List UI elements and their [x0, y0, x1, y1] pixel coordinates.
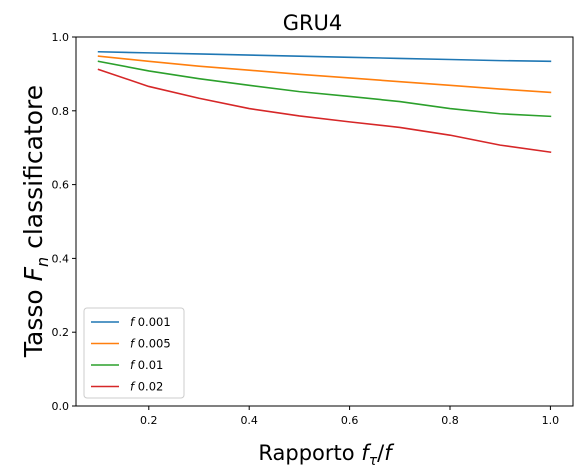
legend-label-value: 0.005 [134, 337, 171, 351]
y-tick-label: 0.0 [52, 400, 70, 413]
y-axis-label: Tasso Fn classificatore [19, 85, 52, 358]
legend-label-var: f [130, 315, 136, 329]
legend-label-0: f 0.001 [130, 315, 171, 329]
y-tick-label: 1.0 [52, 31, 70, 44]
x-tick-label: 1.0 [542, 414, 560, 427]
x-tick-label: 0.8 [441, 414, 459, 427]
legend-label-var: f [130, 358, 136, 372]
x-axis-label-var1: f [361, 441, 372, 465]
legend-label-var: f [130, 337, 136, 351]
y-tick-label: 0.6 [52, 179, 70, 192]
y-axis-label-prefix: Tasso [19, 281, 48, 358]
y-axis-ticks: 0.0 0.2 0.4 0.6 0.8 1.0 [52, 31, 76, 413]
y-tick-label: 0.4 [52, 252, 70, 265]
legend-label-2: f 0.01 [130, 358, 163, 372]
y-axis-label-sub: n [33, 257, 52, 267]
x-axis-label-var2: f [384, 441, 395, 465]
x-axis-label-prefix: Rapporto [258, 441, 361, 465]
x-axis-label-sep: / [377, 441, 385, 465]
legend-label-value: 0.02 [134, 380, 163, 394]
legend-frame [83, 307, 185, 399]
legend-label-1: f 0.005 [130, 337, 171, 351]
y-axis-label-var: F [19, 266, 48, 281]
x-tick-label: 0.2 [140, 414, 158, 427]
series-line-2 [97, 60, 552, 118]
x-tick-label: 0.4 [240, 414, 258, 427]
y-tick-label: 0.2 [52, 326, 70, 339]
x-axis-label-sub1: τ [369, 453, 378, 469]
series-line-3 [97, 68, 552, 154]
y-tick-label: 0.8 [52, 105, 70, 118]
series-line-1 [97, 55, 552, 94]
legend-label-value: 0.001 [134, 315, 171, 329]
y-axis-label-suffix: classificatore [19, 85, 48, 257]
chart-title: GRU4 [283, 11, 343, 35]
series-lines [97, 50, 552, 154]
x-axis-ticks: 0.2 0.4 0.6 0.8 1.0 [140, 406, 559, 427]
legend-label-var: f [130, 380, 136, 394]
legend-label-3: f 0.02 [130, 380, 163, 394]
x-axis-label: Rapporto fτ/f [258, 441, 395, 469]
x-tick-label: 0.6 [341, 414, 359, 427]
legend-label-value: 0.01 [134, 358, 163, 372]
series-line-0 [97, 50, 552, 63]
